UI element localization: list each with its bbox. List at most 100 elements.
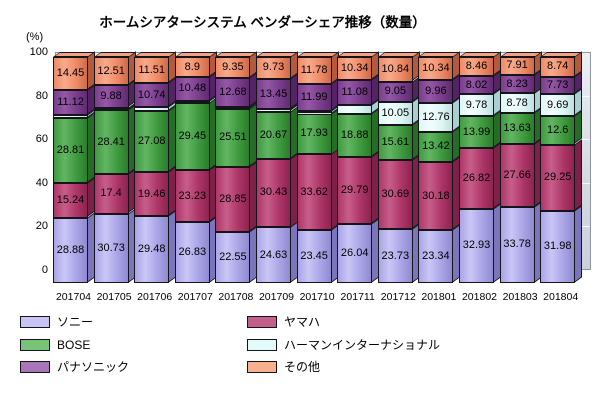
bar-top-face [134, 52, 177, 58]
bar-segment-パナソニック [377, 81, 413, 102]
legend-label: パナソニック [57, 360, 130, 374]
x-tick-label: 201802 [461, 291, 498, 303]
y-axis-unit-label: (%) [26, 31, 44, 43]
bar-segment-その他 [418, 57, 454, 81]
bar-segment-ハーマンインターナショナル [174, 100, 210, 104]
bar-segment-ソニー [418, 230, 454, 283]
bar-segment-ハーマンインターナショナル [459, 94, 494, 117]
bar-top-face [337, 52, 380, 57]
bar-segment-ハーマンインターナショナル [418, 102, 454, 132]
bar-segment-ソニー [53, 217, 88, 283]
legend-item-ソニー: ソニー [20, 316, 280, 330]
bar-segment-ハーマンインターナショナル [215, 106, 251, 110]
bar-segment-その他 [256, 57, 291, 79]
bar-segment-その他 [215, 57, 251, 79]
bar-segment-BOSE [377, 124, 413, 160]
bar-segment-ハーマンインターナショナル [377, 102, 413, 125]
bar-top-face [53, 52, 96, 57]
bar-segment-パナソニック [540, 76, 576, 95]
x-tick-label: 201711 [340, 291, 375, 303]
bar-segment-その他 [174, 57, 210, 78]
bar-segment-ソニー [215, 232, 251, 283]
bar-segment-ソニー [499, 206, 535, 283]
bar-segment-パナソニック [296, 83, 332, 111]
bar-segment-ハーマンインターナショナル [337, 105, 373, 115]
bar-segment-その他 [459, 57, 494, 77]
bar-segment-その他 [337, 57, 373, 81]
bar-segment-ヤマハ [499, 144, 535, 207]
legend-label: その他 [284, 360, 321, 374]
legend-swatch-ソニー [20, 316, 50, 328]
bar-segment-パナソニック [134, 83, 170, 108]
legend-swatch-パナソニック [20, 361, 50, 373]
x-tick-label: 201801 [421, 291, 457, 303]
bar-top-face [540, 52, 583, 58]
legend-swatch-ヤマハ [247, 316, 277, 328]
bar-segment-パナソニック [215, 78, 251, 107]
legend-label: ソニー [57, 315, 94, 329]
bar-segment-BOSE [459, 116, 494, 148]
bar-segment-パナソニック [174, 77, 210, 101]
bar-segment-ソニー [540, 210, 576, 283]
bar-segment-BOSE [418, 131, 454, 163]
legend-label: ヤマハ [284, 315, 321, 329]
bar-segment-BOSE [53, 118, 88, 184]
bar-segment-その他 [53, 57, 88, 90]
bar-segment-BOSE [134, 111, 170, 173]
bar-segment-ソニー [256, 227, 291, 283]
bar-segment-BOSE [215, 109, 251, 167]
bar-segment-ヤマハ [540, 144, 576, 211]
bar-segment-ヤマハ [53, 183, 88, 218]
bar-segment-ハーマンインターナショナル [296, 110, 332, 114]
bar-segment-BOSE [540, 116, 576, 145]
y-tick-label: 100 [29, 46, 48, 58]
bar-top-face [459, 52, 502, 57]
bar-top-face [499, 52, 542, 58]
bar-segment-ハーマンインターナショナル [540, 94, 576, 117]
bar-segment-ハーマンインターナショナル [256, 109, 291, 112]
bar-segment-ヤマハ [459, 147, 494, 209]
bar-segment-BOSE [93, 110, 129, 175]
bar-segment-その他 [540, 57, 576, 77]
y-tick-label: 20 [35, 220, 48, 233]
bar-segment-BOSE [296, 113, 332, 155]
x-tick-label: 201710 [299, 291, 335, 303]
bar-segment-ヤマハ [418, 162, 454, 231]
bar-segment-その他 [134, 57, 170, 84]
bar-segment-BOSE [337, 114, 373, 157]
bar-segment-ヤマハ [256, 158, 291, 228]
bar-segment-ヤマハ [215, 166, 251, 233]
legend-item-パナソニック: パナソニック [20, 361, 280, 375]
bar-segment-パナソニック [256, 78, 291, 110]
x-tick-label: 201705 [96, 291, 132, 303]
legend-swatch-BOSE [20, 338, 50, 351]
bar-segment-ヤマハ [337, 156, 373, 225]
bar-top-face [174, 52, 217, 57]
x-tick-label: 201704 [55, 291, 92, 303]
bar-segment-ソニー [93, 213, 129, 283]
x-tick-label: 201709 [258, 291, 295, 303]
y-tick-label: 60 [35, 133, 48, 146]
x-tick-label: 201707 [177, 291, 213, 303]
bar-segment-パナソニック [418, 80, 454, 103]
chart-title: ホームシアターシステム ベンダーシェア推移（数量） [99, 15, 426, 30]
bar-segment-パナソニック [53, 89, 88, 115]
y-tick-label: 0 [41, 264, 48, 276]
bar-segment-side-BOSE [574, 110, 583, 145]
bar-segment-その他 [296, 57, 332, 84]
bar-segment-ソニー [174, 222, 210, 283]
legend-label: BOSE [57, 337, 91, 352]
legend-swatch-ハーマンインターナショナル [247, 338, 277, 351]
bar-segment-ヤマハ [93, 174, 129, 214]
bar-segment-ソニー [337, 224, 373, 283]
legend-item-その他: その他 [247, 361, 507, 375]
bar-segment-その他 [377, 57, 413, 82]
bar-segment-ソニー [296, 230, 332, 283]
legend-item-ヤマハ: ヤマハ [247, 316, 507, 330]
y-tick-label: 40 [35, 176, 48, 189]
x-tick-label: 201804 [543, 291, 579, 303]
bar-top-face [256, 52, 299, 57]
bar-segment-ソニー [377, 229, 413, 283]
bar-segment-ヤマハ [296, 154, 332, 230]
